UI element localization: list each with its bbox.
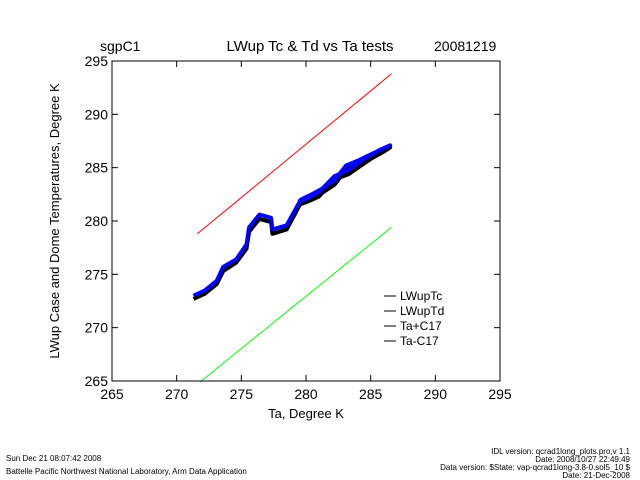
x-axis-label: Ta, Degree K — [268, 406, 344, 421]
footer-data-version: Data version: $State: vap-qcrad1long-3.8… — [440, 463, 630, 472]
chart-title: LWup Tc & Td vs Ta tests — [226, 38, 393, 55]
x-tick-label: 265 — [100, 386, 124, 402]
y-tick-label: 280 — [85, 213, 109, 229]
footer-idl-date: Date: 2008/10/27 22:49:49 — [535, 455, 630, 464]
legend-label: Ta+C17 — [400, 319, 442, 333]
plot-frame — [111, 60, 501, 382]
y-tick-label: 275 — [85, 266, 109, 282]
y-tick-label: 290 — [85, 106, 109, 122]
y-tick-label: 270 — [85, 320, 109, 336]
series-line-lwuptd — [192, 143, 393, 298]
legend-label: LWupTc — [400, 289, 442, 303]
x-tick-label: 270 — [165, 386, 189, 402]
footer-idl-version: IDL version: qcrad1long_plots.pro,v 1.1 — [491, 447, 630, 456]
y-tick-label: 265 — [85, 373, 109, 389]
x-tick-label: 285 — [359, 386, 383, 402]
legend-label: LWupTd — [400, 304, 444, 318]
series-line-ta-c17 — [199, 227, 392, 383]
series-line-lwuptc — [192, 145, 393, 301]
footer-timestamp: Sun Dec 21 08:07:42 2008 — [6, 454, 102, 463]
y-axis-label: LWup Case and Dome Temperatures, Degree … — [47, 83, 62, 359]
legend-label: Ta-C17 — [400, 334, 439, 348]
x-tick-label: 290 — [424, 386, 448, 402]
x-tick-label: 280 — [294, 386, 318, 402]
footer-data-date: Date: 21-Dec-2008 — [562, 471, 630, 480]
y-tick-label: 285 — [85, 160, 109, 176]
date-label: 20081219 — [434, 38, 497, 54]
footer-org: Battelle Pacific Northwest National Labo… — [6, 467, 247, 476]
x-tick-label: 295 — [488, 386, 512, 402]
y-tick-label: 295 — [85, 53, 109, 69]
site-label: sgpC1 — [100, 38, 141, 54]
x-tick-label: 275 — [230, 386, 254, 402]
series-line-ta-c17 — [197, 73, 392, 235]
